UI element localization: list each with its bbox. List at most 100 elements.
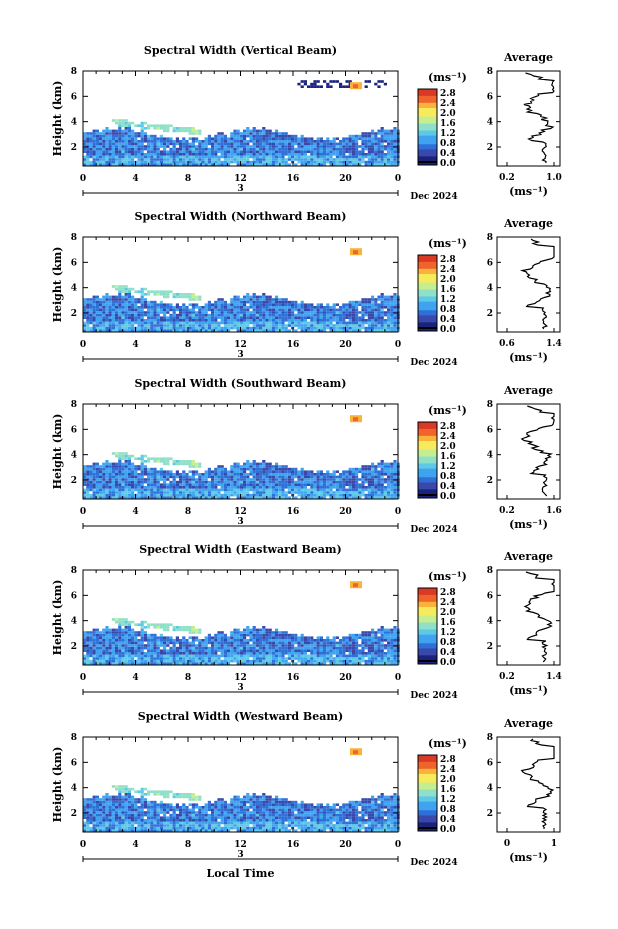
heatmap-cell (198, 295, 202, 299)
heatmap-cell (124, 119, 128, 122)
heatmap-cell (102, 470, 106, 473)
heatmap-cell (323, 140, 327, 143)
heatmap-cell (159, 137, 163, 140)
heatmap-cell (105, 129, 109, 133)
heatmap-cell (182, 147, 186, 151)
heatmap-cell (223, 155, 227, 159)
heatmap-cell (268, 486, 272, 489)
heatmap-cell (95, 662, 99, 665)
heatmap-cell (150, 150, 154, 153)
heatmap-cell (102, 132, 106, 135)
heatmap-cell (127, 496, 131, 499)
heatmap-cell (380, 478, 384, 481)
heatmap-cell (358, 467, 362, 471)
heatmap-cell (303, 496, 307, 499)
heatmap-cell (220, 160, 224, 164)
heatmap-cell (108, 633, 112, 637)
heatmap-cell (262, 306, 266, 309)
heatmap-cell (99, 137, 103, 140)
heatmap-cell (239, 467, 243, 471)
heatmap-cell (239, 324, 243, 327)
heatmap-cell (137, 155, 141, 159)
heatmap-cell (217, 306, 221, 309)
heatmap-cell (326, 142, 330, 146)
heatmap-cell (233, 160, 237, 164)
heatmap-cell (150, 329, 154, 332)
heatmap-cell (383, 140, 387, 143)
heatmap-cell (204, 321, 208, 325)
heatmap-cell (105, 134, 109, 138)
heatmap-cell (326, 153, 330, 156)
heatmap-cell (150, 633, 154, 637)
heatmap-cell (137, 329, 141, 332)
heatmap-cell (246, 293, 250, 296)
heatmap-cell (268, 311, 272, 314)
heatmap-cell (233, 145, 237, 148)
heatmap-cell (294, 313, 298, 317)
heatmap-cell (159, 491, 163, 494)
colorbar-strip (418, 485, 437, 489)
heatmap-cell (287, 140, 291, 143)
heatmap-cell (329, 145, 333, 148)
heatmap-cell (198, 150, 202, 153)
heatmap-cell (121, 491, 125, 494)
heatmap-cell (121, 311, 125, 314)
heatmap-cell (358, 163, 362, 166)
heatmap-cell (153, 324, 157, 327)
heatmap-cell (195, 147, 199, 151)
heatmap-cell (239, 137, 243, 140)
heatmap-cell (307, 329, 311, 332)
heatmap-cell (275, 134, 279, 138)
heatmap-cell (124, 659, 128, 663)
heatmap-cell (284, 324, 288, 327)
heatmap-cell (223, 641, 227, 645)
heatmap-cell (188, 460, 192, 463)
heatmap-cell (95, 329, 99, 332)
heatmap-cell (195, 129, 199, 133)
heatmap-cell (278, 298, 282, 301)
heatmap-cell (332, 329, 336, 332)
heatmap-cell (255, 145, 259, 148)
heatmap-cell (367, 145, 371, 148)
heatmap-cell (124, 646, 128, 650)
heatmap-cell (310, 316, 314, 319)
heatmap-cell (355, 467, 359, 471)
heatmap-cell (246, 140, 250, 143)
heatmap-cell (179, 326, 183, 330)
heatmap-cell (163, 623, 167, 626)
heatmap-cell (124, 652, 128, 655)
heatmap-cell (383, 306, 387, 309)
heatmap-cell (99, 306, 103, 309)
heatmap-cell (115, 163, 119, 166)
heatmap-cell (300, 319, 304, 322)
heatmap-cell (191, 652, 195, 655)
heatmap-cell (143, 160, 147, 164)
heatmap-cell (246, 298, 250, 301)
heatmap-cell (195, 137, 199, 140)
heatmap-cell (124, 636, 128, 639)
heatmap-cell (150, 641, 154, 645)
heatmap-cell (374, 160, 378, 164)
heatmap-cell (284, 306, 288, 309)
heatmap-cell (345, 478, 349, 481)
heatmap-cell (134, 316, 138, 319)
heatmap-cell (390, 311, 394, 314)
heatmap-cell (127, 316, 131, 319)
heatmap-cell (355, 324, 359, 327)
heatmap-cell (188, 298, 192, 301)
heatmap-cell (169, 147, 173, 151)
heatmap-cell (377, 140, 381, 143)
heatmap-cell (92, 662, 96, 665)
heatmap-cell (150, 306, 154, 309)
heatmap-cell (102, 639, 106, 642)
heatmap-cell (214, 480, 218, 484)
heatmap-cell (239, 321, 243, 325)
heatmap-cell (124, 158, 128, 161)
heatmap-cell (281, 316, 285, 319)
heatmap-cell (307, 326, 311, 330)
heatmap-cell (147, 623, 151, 626)
colorbar-unit: (ms⁻¹) (428, 404, 467, 417)
heatmap-cell (278, 153, 282, 156)
heatmap-cell (121, 628, 125, 632)
heatmap-cell (124, 142, 128, 146)
